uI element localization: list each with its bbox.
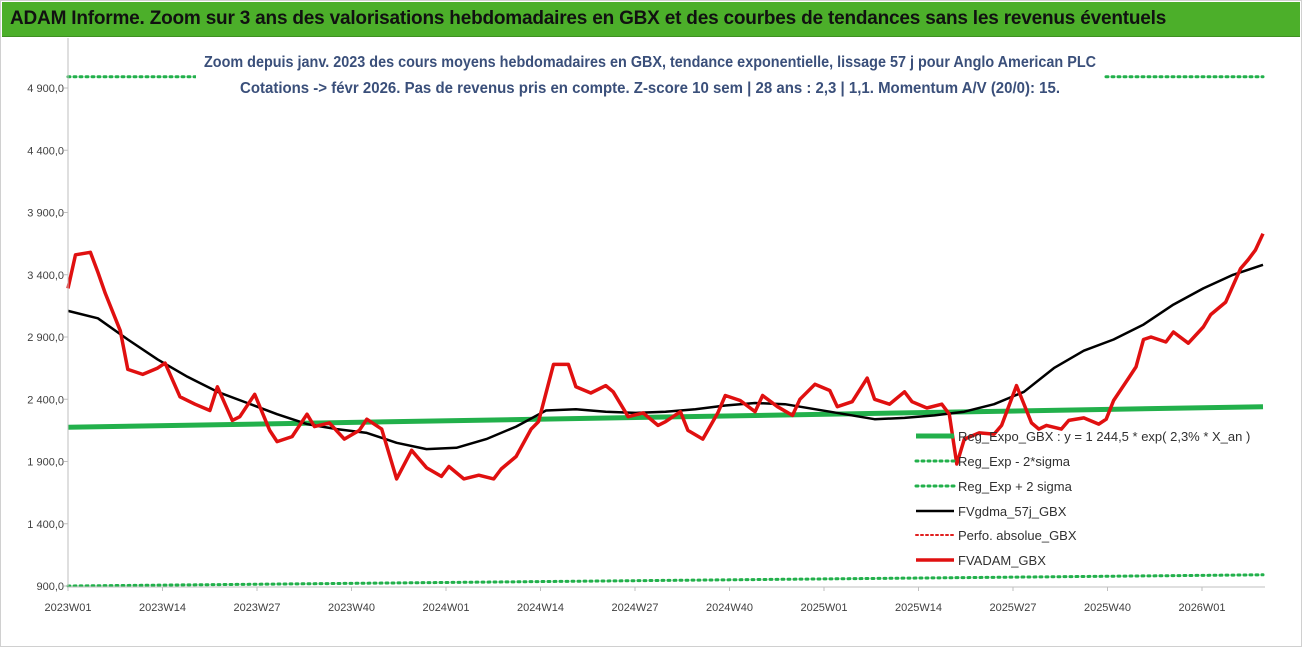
legend-label: FVADAM_GBX [958,553,1046,568]
x-tick-label: 2025W40 [1084,602,1131,614]
x-tick-label: 2025W14 [895,602,942,614]
x-tick-label: 2025W01 [800,602,847,614]
y-tick-label: 1 900,0 [27,457,64,469]
legend-label: FVgdma_57j_GBX [958,504,1067,519]
smoothed-line [67,263,1264,451]
legend: Reg_Expo_GBX : y = 1 244,5 * exp( 2,3% *… [914,429,1250,568]
report-title: ADAM Informe. Zoom sur 3 ans des valoris… [10,8,1167,29]
y-tick-label: 2 900,0 [27,332,64,344]
legend-label: Perfo. absolue_GBX [958,528,1077,543]
legend-label: Reg_Exp + 2 sigma [958,479,1073,494]
x-tick-label: 2024W01 [422,602,469,614]
y-axis: 900,0 1 400,0 1 900,0 2 400,0 2 900,0 3 400,0… [27,38,69,593]
chart-subtitle-line2: Cotations -> févr 2026. Pas de revenus p… [240,80,1060,97]
legend-label: Reg_Expo_GBX : y = 1 244,5 * exp( 2,3% *… [958,429,1250,444]
y-tick-label: 3 900,0 [27,208,64,220]
y-tick-label: 1 400,0 [27,519,64,531]
price-line [66,232,1265,481]
lower-sigma-line [66,573,1265,588]
legend-label: Reg_Exp - 2*sigma [958,454,1071,469]
subtitle-backdrop [196,44,1104,102]
x-tick-label: 2026W01 [1178,602,1225,614]
x-tick-label: 2024W14 [517,602,564,614]
y-tick-label: 4 900,0 [27,83,64,95]
x-axis: 2023W01 2023W14 2023W27 2023W40 2024W01 2024W… [44,586,1265,614]
y-tick-label: 4 400,0 [27,145,64,157]
x-tick-label: 2023W14 [139,602,186,614]
header-banner: ADAM Informe. Zoom sur 3 ans des valoris… [2,2,1300,37]
y-tick-label: 2 400,0 [27,394,64,406]
chart-subtitle-line1: Zoom depuis janv. 2023 des cours moyens … [204,54,1096,71]
x-tick-label: 2024W27 [611,602,658,614]
x-tick-label: 2025W27 [989,602,1036,614]
y-tick-label: 3 400,0 [27,270,64,282]
y-tick-label: 900,0 [36,581,64,593]
x-tick-label: 2023W40 [328,602,375,614]
x-tick-label: 2024W40 [706,602,753,614]
x-tick-label: 2023W27 [233,602,280,614]
x-tick-label: 2023W01 [44,602,91,614]
